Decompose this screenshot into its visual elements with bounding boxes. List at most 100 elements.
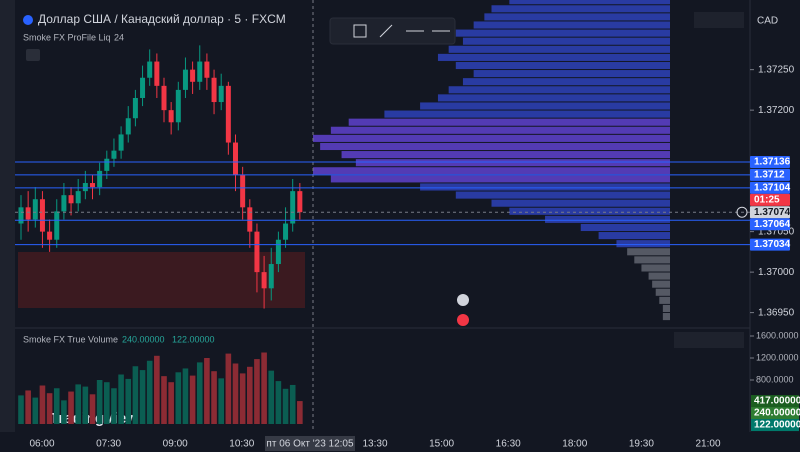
profile-bar [662, 304, 670, 313]
volume-bar [89, 394, 96, 424]
time-label: 13:30 [362, 439, 387, 450]
crosshair-time-box [265, 436, 355, 451]
volume-axis-label: 800.0000 [756, 374, 794, 384]
profile-bar [437, 94, 670, 102]
volume-bar [154, 355, 160, 424]
time-label: 16:30 [496, 439, 521, 450]
profile-bar [484, 13, 670, 21]
profile-bar [330, 175, 670, 183]
volume-tag: 122.00000 [754, 420, 800, 431]
volume-bar [247, 366, 253, 424]
profile-bar [580, 223, 670, 232]
volume-bar [232, 363, 239, 424]
volume-bar [225, 353, 232, 424]
volume-bar [268, 370, 275, 424]
profile-bar [313, 167, 670, 175]
price-label: 1.37200 [758, 105, 795, 116]
volume-bar [39, 385, 46, 424]
profile-bar [491, 5, 670, 13]
candle-body [75, 191, 81, 204]
profile-bar [598, 232, 670, 240]
volume-bar [125, 378, 132, 424]
profile-bar [616, 240, 670, 248]
profile-bar [348, 118, 670, 126]
pane-buttons[interactable] [674, 332, 744, 348]
tool-line[interactable] [379, 24, 393, 38]
volume-bar [118, 374, 124, 424]
volume-tag-bg [751, 395, 799, 408]
volume-bar [196, 362, 203, 424]
profile-bar [473, 70, 670, 78]
volume-bar [254, 359, 260, 424]
indicator-name: Smoke FX ProFile Liq [23, 32, 111, 42]
candle-body [204, 61, 210, 78]
candle-body [225, 85, 231, 143]
time-label: 19:30 [629, 439, 654, 450]
time-label: 07:30 [96, 439, 121, 450]
volume-tag-bg [751, 407, 799, 420]
price-label: 1.36950 [758, 307, 795, 318]
profile-bar [355, 159, 670, 167]
volume-bar [189, 375, 196, 424]
volume-bar [282, 388, 289, 424]
profile-bar [455, 191, 670, 199]
candle-body [47, 231, 53, 240]
profile-bar [509, 0, 670, 5]
volume-bar [139, 370, 146, 424]
pane-buttons[interactable] [694, 12, 744, 28]
candle-body [182, 69, 188, 90]
level-tag: 1.37064 [754, 219, 791, 230]
volume-bar [218, 378, 224, 424]
tool-rect[interactable] [353, 24, 367, 38]
currency[interactable]: CAD [757, 16, 778, 27]
candle-body [190, 69, 196, 82]
price-label: 1.37050 [758, 226, 795, 237]
level-tag: 1.37136 [754, 157, 791, 168]
candle-body [132, 97, 138, 119]
profile-bar [462, 37, 670, 45]
volume-bar [168, 382, 174, 424]
candle-body [211, 77, 217, 103]
volume-bar [132, 366, 139, 424]
profile-bar [341, 151, 670, 159]
profile-bar [448, 45, 670, 53]
profile-bar [330, 126, 670, 134]
candle-body [290, 191, 296, 224]
candle-body [297, 191, 303, 213]
time-label: 09:00 [163, 439, 188, 450]
left-toolbar[interactable] [0, 0, 15, 452]
collapse-button[interactable] [26, 49, 40, 61]
candle-body [111, 150, 117, 159]
volume-bar [211, 371, 217, 424]
candle-body [175, 89, 181, 123]
profile-bar [491, 199, 670, 207]
event-flag[interactable] [457, 314, 469, 326]
candle-body [283, 223, 289, 240]
candle-body [18, 207, 24, 224]
event-flag[interactable] [457, 294, 469, 306]
level-tag-bg [750, 168, 790, 181]
volume-tag: 240.00000 [754, 408, 800, 419]
volume-bar [96, 379, 103, 424]
volume-bar [297, 401, 303, 424]
profile-bar [473, 21, 670, 29]
time-label: 06:00 [29, 439, 54, 450]
candle-body [118, 134, 124, 151]
candle-body [32, 199, 38, 220]
price-label: 1.37250 [758, 64, 795, 75]
candle-body [90, 183, 95, 188]
symbol-icon [23, 15, 33, 25]
volume-legend: 122.00000 [172, 334, 215, 344]
candle-body [275, 239, 281, 265]
time-label: 21:00 [695, 439, 720, 450]
profile-bar [455, 61, 670, 70]
time-label: 10:30 [229, 439, 254, 450]
volume-bar [25, 390, 31, 424]
volume-title: Smoke FX True Volume [23, 334, 118, 344]
candle-body [247, 207, 253, 232]
add-button [736, 206, 748, 218]
volume-bar [104, 382, 110, 424]
profile-bar [662, 313, 670, 321]
